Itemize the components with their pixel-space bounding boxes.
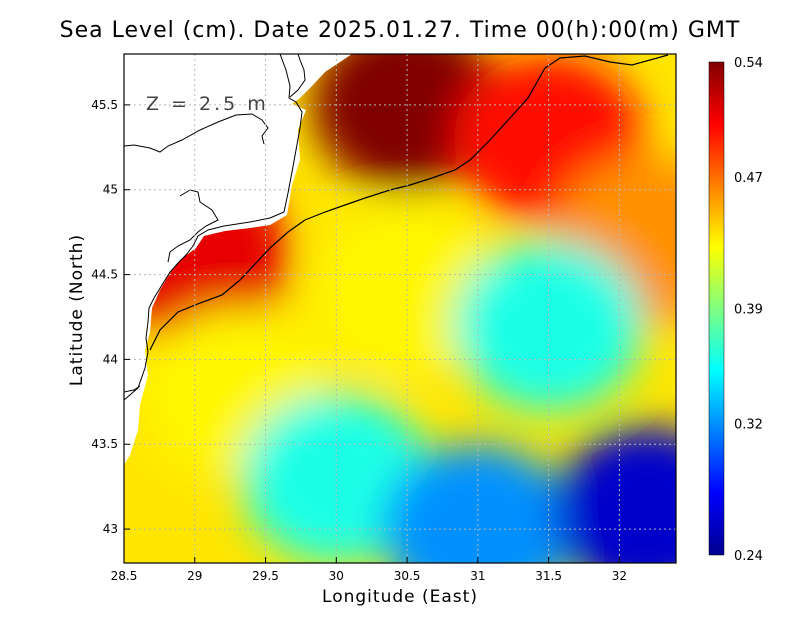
x-tick-label: 29 [187, 569, 202, 583]
y-tick-label: 44 [103, 352, 118, 366]
x-tick-label: 30 [329, 569, 344, 583]
x-tick-label: 30.5 [394, 569, 421, 583]
y-tick-label: 43.5 [91, 437, 118, 451]
colorbar-tick-label: 0.39 [734, 303, 763, 318]
plot-frame [123, 53, 677, 564]
x-tick-label: 31.5 [535, 569, 562, 583]
x-tick-label: 31 [470, 569, 485, 583]
map-title: Sea Level (cm). Date 2025.01.27. Time 00… [59, 18, 741, 43]
x-tick-label: 32 [612, 569, 627, 583]
x-tick-label: 29.5 [252, 569, 279, 583]
field-sample [312, 54, 503, 190]
y-tick-label: 45 [103, 183, 118, 197]
y-tick-label: 43 [103, 522, 118, 536]
depth-label: Z = 2.5 m [146, 93, 269, 115]
x-axis-label: Longitude (East) [322, 587, 478, 607]
y-tick-label: 45.5 [91, 98, 118, 112]
x-axis-ticks: 28.5 29 29.5 30 30.5 31 31.5 32 [111, 557, 627, 583]
colorbar-ticks: 0.54 0.47 0.39 0.32 0.24 [734, 56, 763, 564]
shelf-isobath [149, 54, 669, 351]
colorbar-tick-label: 0.54 [734, 56, 763, 71]
field-sample [382, 444, 573, 563]
coastline [124, 385, 141, 393]
coastline [167, 189, 219, 263]
coastline [124, 54, 303, 401]
grid-lines [124, 54, 676, 563]
x-tick-label: 28.5 [111, 569, 138, 583]
colorbar-tick-label: 0.32 [734, 418, 763, 433]
coastline [289, 54, 306, 98]
coastline [124, 113, 269, 153]
land-mask [124, 54, 352, 465]
colorbar [708, 61, 725, 556]
colorbar-tick-label: 0.24 [734, 549, 763, 564]
sea-level-field [124, 54, 676, 563]
y-axis-label: Latitude (North) [67, 233, 87, 387]
y-tick-label: 44.5 [91, 268, 118, 282]
y-axis-ticks: 43 43.5 44 44.5 45 45.5 [91, 98, 130, 536]
colorbar-tick-label: 0.47 [734, 171, 763, 186]
